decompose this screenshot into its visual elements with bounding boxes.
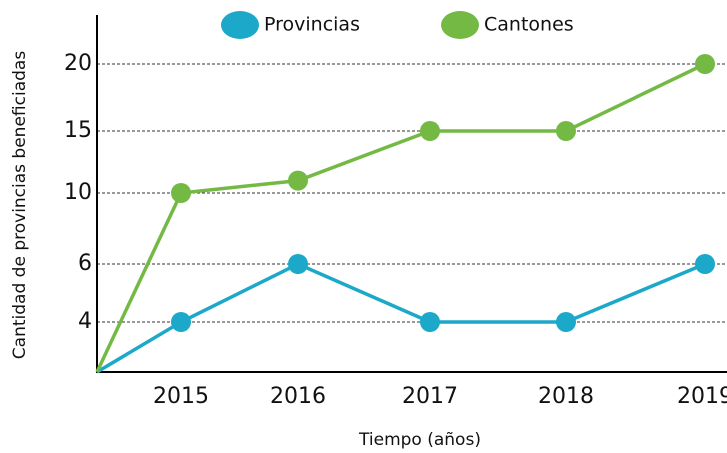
- legend-label: Provincias: [264, 14, 360, 36]
- point: [171, 183, 191, 203]
- x-tick-label: 2015: [153, 384, 209, 409]
- point: [695, 254, 715, 274]
- line: [95, 62, 706, 373]
- legend-label: Cantones: [484, 14, 574, 36]
- x-tick-label: 2016: [270, 384, 326, 409]
- point: [420, 312, 440, 332]
- y-tick-label: 15: [64, 118, 92, 143]
- x-tick-label: 2017: [402, 384, 458, 409]
- y-axis-label: Cantidad de provincias beneficiadas: [10, 51, 30, 360]
- point: [288, 170, 308, 191]
- legend-marker: [441, 11, 479, 39]
- point: [288, 254, 308, 274]
- point: [556, 121, 576, 141]
- x-tick-label: 2019: [677, 384, 727, 409]
- point: [420, 121, 440, 141]
- legend-marker: [221, 11, 259, 39]
- y-tick-label: 6: [78, 251, 92, 276]
- point: [556, 312, 576, 332]
- y-tick-label: 4: [78, 309, 92, 334]
- y-tick-label: 20: [64, 51, 92, 76]
- point: [695, 54, 715, 74]
- line: [96, 262, 706, 374]
- x-tick-label: 2018: [538, 384, 594, 409]
- x-axis-label: Tiempo (años): [358, 430, 481, 450]
- point: [171, 312, 191, 332]
- y-tick-label: 10: [64, 180, 92, 205]
